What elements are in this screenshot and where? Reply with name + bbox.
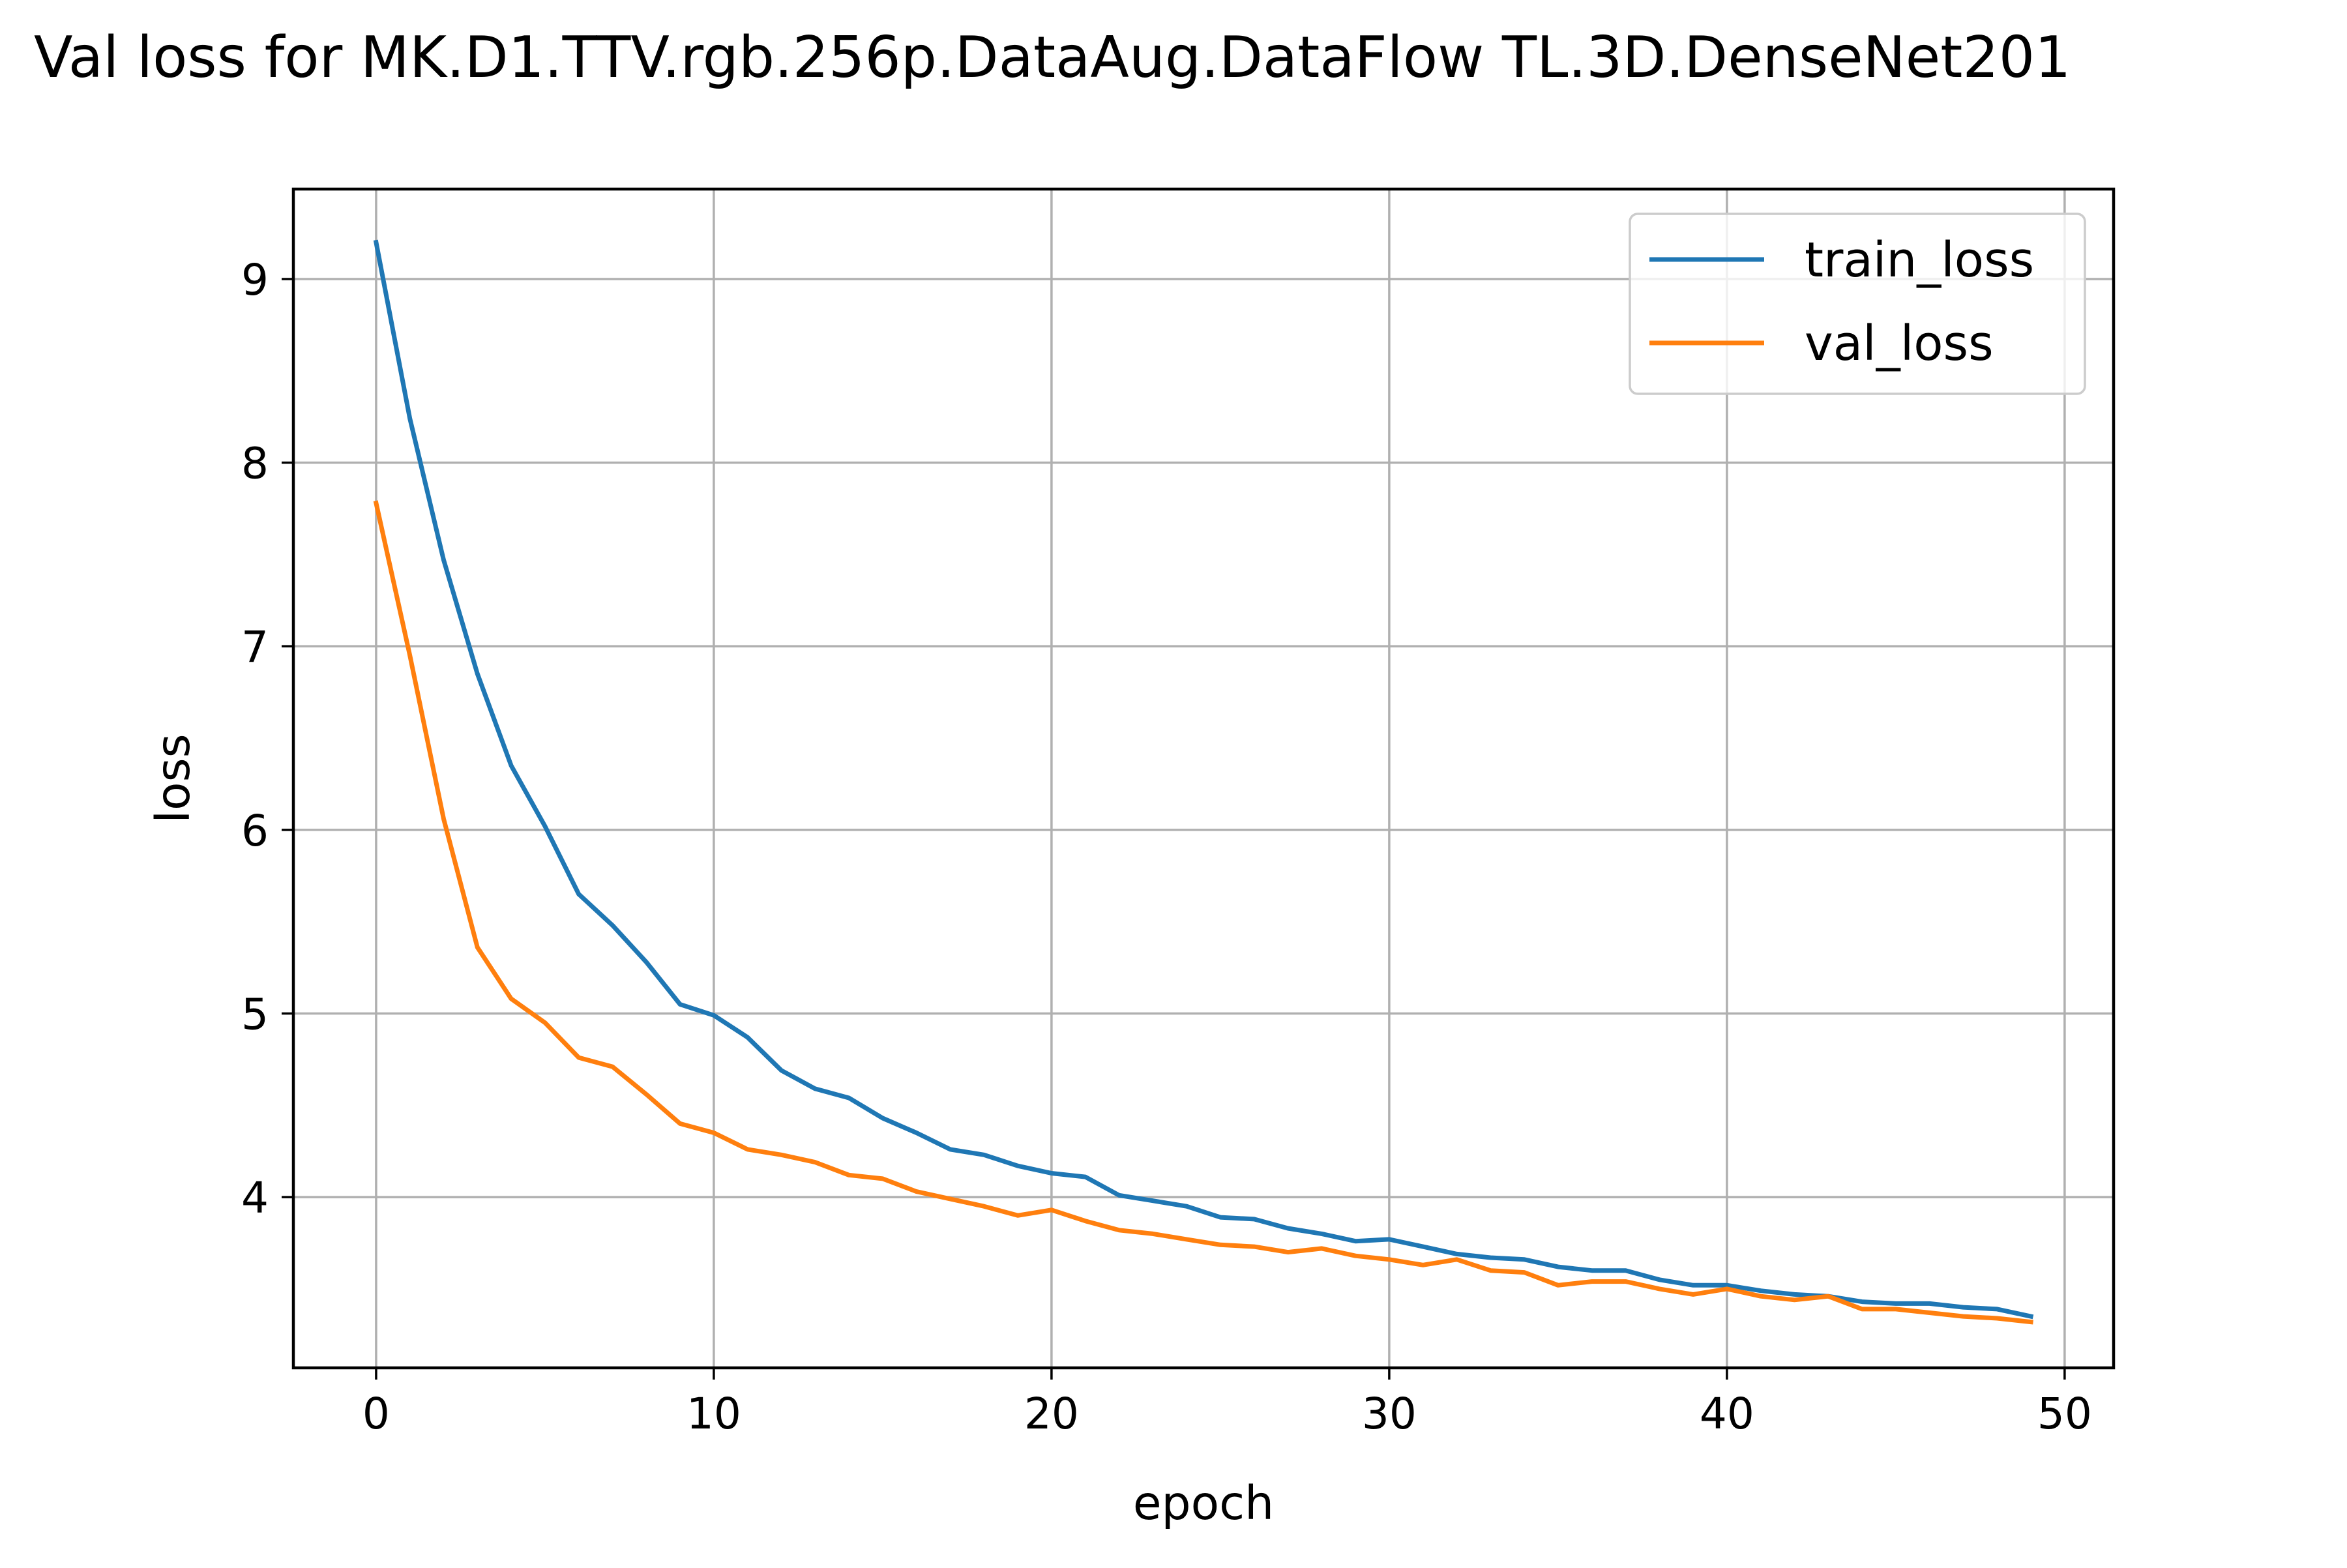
x-tick-label: 10 bbox=[686, 1389, 741, 1439]
series-line-train-loss bbox=[373, 239, 2034, 1320]
plot-frame bbox=[291, 187, 2116, 1370]
legend: train_loss val_loss bbox=[1629, 213, 2086, 395]
chart-title: Val loss for MK.D1.TTV.rgb.256p.DataAug.… bbox=[34, 24, 2071, 91]
x-tick-label: 40 bbox=[1700, 1389, 1754, 1439]
x-gridlines bbox=[375, 189, 2066, 1368]
legend-label-train-loss: train_loss bbox=[1805, 232, 2034, 288]
x-tick-label: 0 bbox=[362, 1389, 390, 1439]
y-tick-label: 5 bbox=[241, 989, 269, 1039]
y-tick-label: 9 bbox=[241, 255, 269, 305]
y-tick-label: 8 bbox=[241, 439, 269, 489]
y-tick-label: 6 bbox=[241, 806, 269, 856]
x-tick-label: 30 bbox=[1362, 1389, 1417, 1439]
series-line-val-loss bbox=[373, 500, 2033, 1325]
y-axis-ticks: 4 5 6 7 8 9 bbox=[241, 255, 293, 1223]
x-tick-label: 50 bbox=[2037, 1389, 2092, 1439]
x-axis-label: epoch bbox=[1133, 1476, 1274, 1530]
legend-label-val-loss: val_loss bbox=[1805, 316, 1994, 372]
y-tick-label: 7 bbox=[241, 622, 269, 672]
x-tick-label: 20 bbox=[1024, 1389, 1079, 1439]
x-axis-ticks: 0 10 20 30 40 50 bbox=[362, 1368, 2092, 1439]
series-lines bbox=[373, 239, 2034, 1325]
y-tick-label: 4 bbox=[241, 1173, 269, 1223]
y-axis-label: loss bbox=[146, 733, 200, 823]
